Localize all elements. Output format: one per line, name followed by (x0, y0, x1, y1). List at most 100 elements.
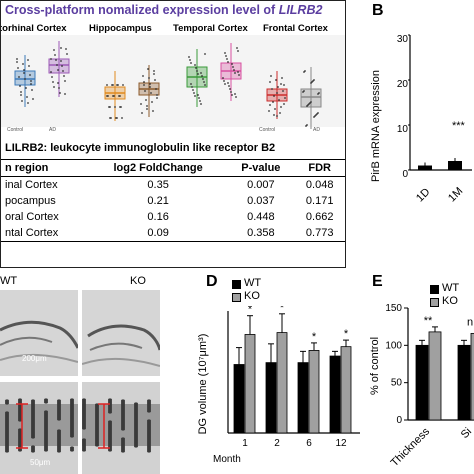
b-ytick: 20 (396, 79, 408, 90)
box-point (190, 62, 192, 64)
e-xtick: Thickness (389, 425, 433, 469)
box-point (16, 61, 18, 63)
panel-d-chart: * 1 * 2 * 6 * 12 (227, 306, 360, 449)
c-label-ko: KO (130, 275, 146, 287)
cell-nucleus (108, 420, 112, 424)
box-point (56, 64, 58, 66)
box-point (122, 84, 124, 86)
box-point (20, 94, 22, 96)
box-point (223, 80, 225, 82)
box-point (318, 92, 320, 94)
title-gene: LILRB2 (278, 3, 323, 17)
c-label-wt: WT (0, 275, 18, 287)
table-row: pocampus 0.21 0.037 0.171 (1, 193, 345, 209)
box-point (121, 117, 123, 119)
box-point (116, 84, 118, 86)
box-point (200, 103, 202, 105)
e-ytick: 150 (386, 303, 402, 314)
box-point (188, 56, 190, 58)
box-point (156, 94, 158, 96)
box-iqr (300, 88, 322, 108)
table-header: P-value (227, 159, 295, 177)
box-point (224, 83, 226, 85)
d-xtitle: Month (213, 454, 241, 465)
box-point (145, 99, 147, 101)
legend-ko-label: KO (244, 290, 260, 302)
box-point (149, 86, 151, 88)
table-cell: 0.35 (147, 179, 169, 191)
box-point (230, 91, 232, 93)
box-point (228, 85, 230, 87)
box-point (229, 88, 231, 90)
box-point (22, 63, 24, 65)
legend-ko-swatch-e (430, 298, 439, 307)
table-header: log2 FoldChange (88, 159, 228, 177)
box-point (189, 59, 191, 61)
cell-layer-image (0, 382, 78, 474)
box-point (234, 93, 236, 95)
box-point (146, 105, 148, 107)
cell-nucleus (121, 399, 125, 403)
box-point (153, 70, 155, 72)
table-cell: inal Cortex (5, 179, 58, 191)
box-point (204, 53, 206, 55)
box-point (231, 63, 233, 65)
cell-nucleus (70, 446, 74, 450)
group-label-ad-4: AD (313, 127, 320, 133)
cell-nucleus (31, 399, 35, 403)
box-point (27, 102, 29, 104)
panel-d-ylabel-wrap: DG volume (10⁷μm³) (196, 320, 210, 450)
box-point (53, 49, 55, 51)
panel-a: Cross-platform nomalized expression leve… (0, 0, 346, 268)
title-prefix: Cross-platform nomalized expression leve… (5, 3, 279, 17)
cell-nucleus (44, 398, 48, 402)
box-point (284, 97, 286, 99)
e-ytick: 50 (391, 378, 403, 389)
box-point (30, 80, 32, 82)
box-point (54, 54, 56, 56)
box-point (227, 82, 229, 84)
table-row: inal Cortex 0.35 0.007 0.048 (1, 177, 345, 194)
box-point (60, 47, 62, 49)
table-cell: 0.358 (227, 225, 295, 242)
box-point (271, 88, 273, 90)
table-cell: 0.048 (305, 179, 334, 191)
box-point (25, 87, 27, 89)
box-point (51, 76, 53, 78)
cell-nucleus (108, 398, 112, 402)
box-point (153, 73, 155, 75)
box-point (111, 84, 113, 86)
box-iqr (14, 70, 36, 86)
box-point (225, 55, 227, 57)
d-bar-ko (276, 332, 288, 434)
box-point (154, 79, 156, 81)
box-point (112, 95, 114, 97)
box-point (313, 79, 315, 81)
panel-d-ylabel: DG volume (10⁷μm³) (197, 333, 209, 435)
box-point (28, 65, 30, 67)
box-point (231, 94, 233, 96)
box-point (191, 86, 193, 88)
d-bar-wt (329, 355, 341, 434)
box-point (234, 72, 236, 74)
box-point (269, 104, 271, 106)
d-star: * (312, 331, 317, 343)
box-point (269, 81, 271, 83)
box-point (224, 52, 226, 54)
box-point (196, 70, 198, 72)
box-point (30, 83, 32, 85)
cell-nucleus (44, 410, 48, 414)
micrograph-wt-high: 50μm (0, 382, 78, 474)
table-cell: 0.21 (147, 195, 169, 207)
box-point (201, 75, 203, 77)
box-point (306, 124, 308, 126)
panel-e-ylabel-wrap: % of control (369, 300, 384, 440)
cell-nucleus (18, 398, 22, 402)
box-point (155, 88, 157, 90)
box-point (58, 87, 60, 89)
table-cell: ntal Cortex (1, 225, 89, 242)
box-point (197, 73, 199, 75)
cell-nucleus (57, 399, 61, 403)
box-point (27, 59, 29, 61)
box-point (283, 103, 285, 105)
